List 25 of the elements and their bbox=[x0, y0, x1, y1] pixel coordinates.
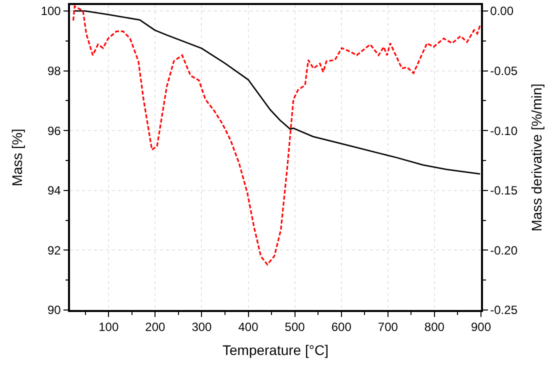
x-tick-label: 400 bbox=[238, 320, 259, 334]
y-tick-label: 90 bbox=[47, 303, 62, 318]
x-tick-label: 600 bbox=[331, 320, 352, 334]
y-tick-label: 100 bbox=[40, 4, 62, 18]
y-tick-label: 96 bbox=[47, 124, 62, 138]
y2-tick-label: -0.25 bbox=[490, 303, 518, 318]
y2-tick-label: 0.00 bbox=[490, 4, 514, 18]
line-series bbox=[72, 5, 481, 266]
y2-tick-label: -0.15 bbox=[490, 184, 518, 198]
y-tick-label: 94 bbox=[47, 184, 62, 198]
y2-tick-label: -0.05 bbox=[490, 64, 518, 78]
x-tick-label: 900 bbox=[470, 320, 492, 334]
x-tick-label: 700 bbox=[378, 320, 398, 334]
y-axis-title: Mass [%] bbox=[8, 128, 25, 186]
y-tick-label: 92 bbox=[47, 243, 62, 258]
y2-tick-label: -0.10 bbox=[490, 124, 518, 138]
x-tick-label: 300 bbox=[192, 320, 212, 334]
y-tick-label: 98 bbox=[47, 64, 62, 78]
y2-axis-title: Mass derivative [%/min] bbox=[528, 84, 545, 232]
x-axis-title: Temperature [°C] bbox=[222, 342, 328, 358]
x-tick-label: 200 bbox=[145, 320, 166, 334]
x-tick-label: 500 bbox=[284, 320, 306, 334]
x-tick-label: 100 bbox=[98, 320, 119, 334]
y2-tick-label: -0.20 bbox=[490, 243, 518, 258]
x-tick-label: 800 bbox=[424, 320, 445, 334]
